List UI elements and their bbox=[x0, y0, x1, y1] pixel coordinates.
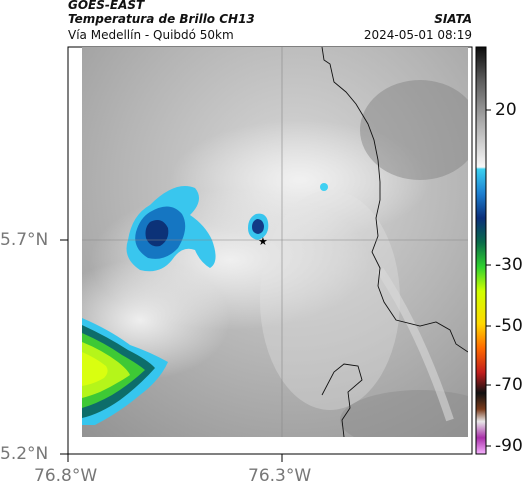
colorbar bbox=[475, 46, 487, 455]
border-line bbox=[321, 47, 468, 353]
region-label: Vía Medellín - Quibdó 50km bbox=[68, 28, 234, 42]
satellite-name: GOES-EAST bbox=[68, 0, 145, 12]
subheader: Vía Medellín - Quibdó 50km 2024-05-01 08… bbox=[68, 28, 472, 42]
location-star-icon: ★ bbox=[258, 235, 268, 248]
lon-tick-label: 76.3°W bbox=[248, 466, 312, 486]
lon-tick-label: 76.8°W bbox=[34, 466, 98, 486]
product-title-text: Temperatura de Brillo CH13 bbox=[68, 12, 255, 26]
product-title: Temperatura de Brillo CH13 SIATA bbox=[68, 12, 472, 26]
colorbar-tick-label: -90 bbox=[495, 436, 523, 456]
imagery bbox=[82, 47, 468, 437]
colorbar-tick-label: -70 bbox=[495, 375, 523, 395]
colorbar-tick-label: 20 bbox=[495, 100, 517, 120]
lat-tick-label: 5.7°N bbox=[0, 230, 49, 250]
source-label: SIATA bbox=[434, 12, 472, 26]
colorbar-tick-label: -30 bbox=[495, 255, 523, 275]
datetime-label: 2024-05-01 08:19 bbox=[363, 28, 472, 42]
colorbar-tick-label: -50 bbox=[495, 316, 523, 336]
lat-tick-label: 5.2°N bbox=[0, 444, 49, 464]
